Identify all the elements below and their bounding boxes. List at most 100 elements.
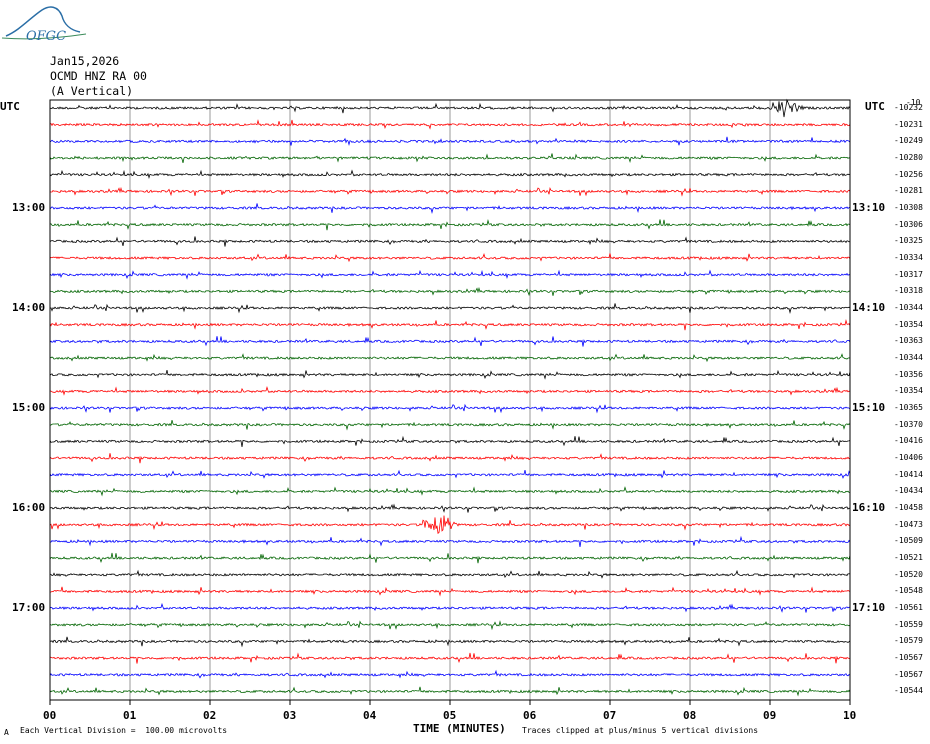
right-time-label: 14:10 — [852, 301, 886, 315]
trace-line — [49, 652, 851, 664]
trace-offset-label: -10509 — [894, 536, 923, 546]
trace-line — [49, 319, 851, 331]
trace-line — [49, 303, 851, 314]
trace-line — [49, 353, 851, 363]
minute-gridlines — [129, 100, 771, 700]
seismic-traces — [49, 98, 851, 697]
trace-line — [49, 620, 851, 631]
header-component: (A Vertical) — [50, 84, 134, 98]
trace-offset-label: -10567 — [894, 653, 923, 663]
trace-offset-label: -10579 — [894, 636, 923, 646]
trace-line — [49, 253, 851, 263]
trace-offset-label: -10354 — [894, 319, 923, 329]
trace-offset-label: -10232 — [894, 103, 923, 112]
logo-swoosh-lower-icon — [1, 33, 87, 40]
trace-offset-label: -10256 — [894, 169, 923, 179]
trace-line — [49, 636, 851, 648]
x-tick-marks — [49, 700, 851, 705]
right-time-label: 16:10 — [852, 501, 886, 515]
left-time-label: 15:00 — [12, 401, 46, 415]
trace-line — [49, 203, 851, 214]
trace-line — [49, 569, 851, 579]
logo-text: OFGC — [26, 29, 66, 44]
trace-offset-label: -10325 — [894, 236, 923, 246]
trace-offset-label: -10281 — [894, 186, 923, 196]
trace-line — [49, 269, 851, 280]
x-tick-label: 03 — [283, 709, 297, 722]
left-time-label: 17:00 — [12, 601, 46, 615]
trace-offset-label: -10548 — [894, 586, 923, 596]
trace-line — [49, 602, 851, 613]
x-tick-label: 04 — [363, 709, 377, 722]
trace-line — [49, 453, 851, 464]
trace-offset-label: -10521 — [894, 553, 923, 563]
trace-offset-label: -10406 — [894, 453, 923, 463]
x-tick-label: 08 — [683, 709, 697, 722]
trace-offset-label: -10318 — [894, 286, 923, 296]
trace-line — [49, 503, 851, 513]
left-time-label: 16:00 — [12, 501, 46, 515]
header-date: Jan15,2026 — [50, 54, 120, 68]
trace-line — [49, 336, 851, 347]
footer-clip-note: Traces clipped at plus/minus 5 vertical … — [522, 726, 759, 735]
trace-line — [49, 552, 851, 564]
trace-line — [49, 486, 850, 497]
trace-offset-label: -10249 — [894, 136, 923, 146]
trace-offset-label: -10356 — [894, 369, 923, 379]
trace-line — [49, 286, 851, 297]
trace-offset-label: -10370 — [894, 419, 923, 429]
trace-offset-label: -10544 — [894, 686, 923, 696]
x-tick-label: 00 — [43, 709, 57, 722]
trace-line — [49, 586, 851, 597]
x-tick-label: 07 — [603, 709, 617, 722]
x-axis-title: TIME (MINUTES) — [413, 722, 506, 735]
trace-line — [49, 535, 851, 547]
ofgc-logo: OFGC — [1, 6, 87, 44]
right-time-label: 15:10 — [852, 401, 886, 415]
trace-offset-label: -10308 — [894, 203, 923, 213]
top-right-label: -10 — [906, 98, 921, 107]
x-tick-label: 01 — [123, 709, 137, 722]
trace-line — [49, 219, 851, 231]
trace-offset-label: -10414 — [894, 469, 923, 479]
right-time-label: 17:10 — [852, 601, 886, 615]
trace-line — [49, 136, 851, 147]
trace-line — [49, 186, 851, 197]
footer-scale-note: Each Vertical Division = 100.00 microvol… — [20, 726, 228, 735]
trace-line — [49, 419, 851, 431]
trace-offset-label: -10567 — [894, 669, 923, 679]
trace-offset-label: -10559 — [894, 619, 923, 629]
left-axis-title: UTC — [0, 100, 20, 113]
trace-offset-label: -10231 — [894, 119, 923, 129]
trace-line — [49, 669, 851, 679]
trace-offset-label: -10561 — [894, 603, 923, 613]
trace-offset-label: -10334 — [894, 253, 923, 263]
trace-offset-label: -10520 — [894, 569, 923, 579]
header-station: OCMD HNZ RA 00 — [50, 69, 147, 83]
x-tick-label: 05 — [443, 709, 457, 722]
x-tick-label: 09 — [763, 709, 777, 722]
trace-line — [49, 386, 851, 396]
trace-line — [49, 469, 851, 479]
trace-offset-label: -10416 — [894, 436, 923, 446]
trace-line — [49, 515, 851, 535]
x-tick-label: 06 — [523, 709, 537, 722]
right-time-label: 13:10 — [852, 201, 886, 215]
trace-offset-label: -10363 — [894, 336, 923, 346]
trace-offset-label: -10317 — [894, 269, 923, 279]
x-tick-label: 10 — [843, 709, 857, 722]
trace-offset-label: -10306 — [894, 219, 923, 229]
trace-line — [49, 153, 851, 164]
trace-offset-label: -10473 — [894, 519, 923, 529]
trace-line — [49, 236, 851, 247]
trace-line — [49, 169, 851, 180]
footer-corner-mark: A — [4, 728, 9, 737]
x-tick-label: 02 — [203, 709, 217, 722]
trace-offset-label: -10280 — [894, 153, 923, 162]
trace-offset-label: -10344 — [894, 303, 923, 313]
trace-offset-label: -10354 — [894, 386, 923, 396]
trace-line — [49, 403, 851, 414]
trace-line — [49, 686, 851, 697]
trace-line — [50, 98, 851, 118]
